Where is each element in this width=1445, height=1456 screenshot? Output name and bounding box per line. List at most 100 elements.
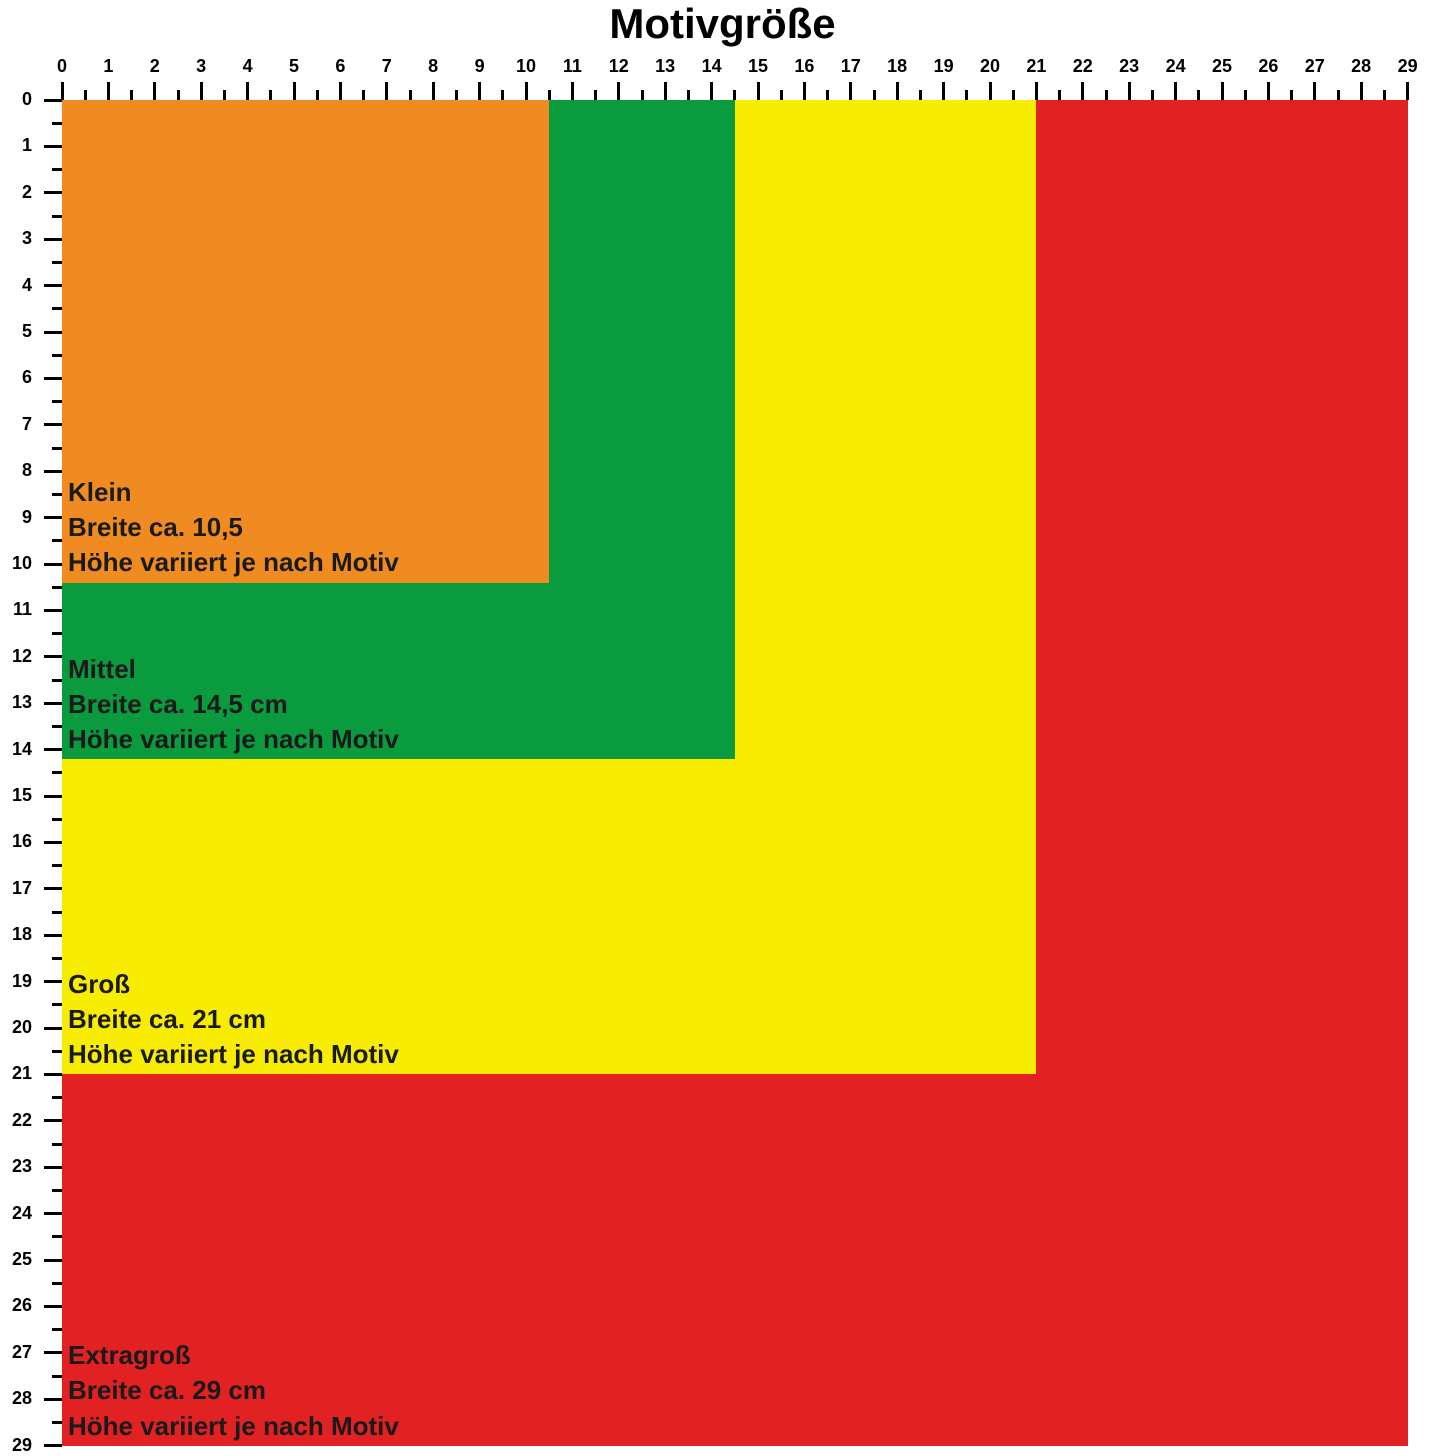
ruler-left-number: 21 (2, 1063, 32, 1084)
ruler-top-number: 10 (506, 56, 546, 77)
ruler-left-major-tick (44, 1073, 62, 1076)
ruler-left-number: 8 (2, 460, 32, 481)
ruler-left-minor-tick (52, 307, 62, 310)
ruler-top-number: 1 (88, 56, 128, 77)
ruler-top-major-tick (989, 82, 992, 100)
ruler-top-minor-tick (873, 90, 876, 100)
ruler-top-minor-tick (548, 90, 551, 100)
ruler-left-minor-tick (52, 771, 62, 774)
ruler-left-number: 5 (2, 321, 32, 342)
ruler-top-major-tick (61, 82, 64, 100)
ruler-left-major-tick (44, 99, 62, 102)
ruler-left-minor-tick (52, 168, 62, 171)
ruler-top-number: 18 (877, 56, 917, 77)
ruler-left-minor-tick (52, 1096, 62, 1099)
ruler-top-number: 14 (692, 56, 732, 77)
ruler-left-major-tick (44, 887, 62, 890)
ruler-left-major-tick (44, 795, 62, 798)
ruler-top-minor-tick (269, 90, 272, 100)
ruler-top-number: 22 (1063, 56, 1103, 77)
size-label-height: Höhe variiert je nach Motiv (68, 1409, 399, 1444)
ruler-left-number: 20 (2, 1017, 32, 1038)
ruler-left-minor-tick (52, 122, 62, 125)
ruler-left-major-tick (44, 841, 62, 844)
ruler-left-major-tick (44, 1259, 62, 1262)
ruler-left-minor-tick (52, 493, 62, 496)
ruler-top-number: 19 (924, 56, 964, 77)
ruler-left-minor-tick (52, 864, 62, 867)
ruler-top-number: 2 (135, 56, 175, 77)
ruler-left-number: 16 (2, 831, 32, 852)
ruler-top-minor-tick (501, 90, 504, 100)
ruler-left-number: 19 (2, 971, 32, 992)
size-label-name: Extragroß (68, 1338, 399, 1373)
ruler-top-number: 16 (784, 56, 824, 77)
ruler-top-major-tick (942, 82, 945, 100)
ruler-left-minor-tick (52, 1421, 62, 1424)
ruler-left-major-tick (44, 702, 62, 705)
ruler-top-minor-tick (826, 90, 829, 100)
ruler-top-major-tick (757, 82, 760, 100)
ruler-left-major-tick (44, 284, 62, 287)
ruler-top-major-tick (246, 82, 249, 100)
ruler-left-minor-tick (52, 400, 62, 403)
chart-area: ExtragroßBreite ca. 29 cm Höhe variiert j… (62, 100, 1422, 1430)
size-label-width: Breite ca. 21 cm (68, 1002, 399, 1037)
ruler-top-number: 29 (1388, 56, 1428, 77)
ruler-left-number: 0 (2, 89, 32, 110)
ruler-top-major-tick (107, 82, 110, 100)
ruler-left-minor-tick (52, 1189, 62, 1192)
ruler-top-major-tick (803, 82, 806, 100)
ruler-top-major-tick (1081, 82, 1084, 100)
ruler-left-major-tick (44, 980, 62, 983)
size-label-name: Klein (68, 475, 399, 510)
size-label-width: Breite ca. 29 cm (68, 1373, 399, 1408)
size-label-height: Höhe variiert je nach Motiv (68, 722, 399, 757)
ruler-top-minor-tick (455, 90, 458, 100)
ruler-left-number: 25 (2, 1249, 32, 1270)
size-label-gross: GroßBreite ca. 21 cmHöhe variiert je nac… (68, 967, 399, 1072)
ruler-top-minor-tick (1290, 90, 1293, 100)
ruler-top-number: 25 (1202, 56, 1242, 77)
ruler-top-minor-tick (409, 90, 412, 100)
ruler-top-major-tick (1267, 82, 1270, 100)
ruler-left-number: 14 (2, 739, 32, 760)
ruler-left-number: 29 (2, 1435, 32, 1456)
ruler-left-major-tick (44, 470, 62, 473)
ruler-top-minor-tick (594, 90, 597, 100)
ruler-left-major-tick (44, 934, 62, 937)
ruler-top-major-tick (153, 82, 156, 100)
ruler-top-major-tick (1360, 82, 1363, 100)
ruler-left-number: 9 (2, 507, 32, 528)
ruler-top-minor-tick (1337, 90, 1340, 100)
ruler-top-number: 4 (228, 56, 268, 77)
ruler-left-minor-tick (52, 957, 62, 960)
ruler-left-number: 3 (2, 228, 32, 249)
ruler-top-minor-tick (1197, 90, 1200, 100)
ruler-left-minor-tick (52, 1375, 62, 1378)
ruler-top-major-tick (1035, 82, 1038, 100)
ruler-top-number: 28 (1341, 56, 1381, 77)
ruler-top-number: 5 (274, 56, 314, 77)
ruler-top-major-tick (1313, 82, 1316, 100)
ruler-left-number: 12 (2, 646, 32, 667)
ruler-left-major-tick (44, 1212, 62, 1215)
ruler-left-major-tick (44, 1351, 62, 1354)
ruler-top-minor-tick (177, 90, 180, 100)
ruler-left-minor-tick (52, 818, 62, 821)
ruler-top-major-tick (478, 82, 481, 100)
ruler-top-major-tick (1128, 82, 1131, 100)
ruler-left-number: 13 (2, 692, 32, 713)
ruler-left-number: 22 (2, 1110, 32, 1131)
ruler-left-minor-tick (52, 1003, 62, 1006)
ruler-left-major-tick (44, 516, 62, 519)
diagram-title: Motivgröße (0, 0, 1445, 48)
ruler-left-major-tick (44, 423, 62, 426)
ruler-left-minor-tick (52, 354, 62, 357)
ruler-left-number: 4 (2, 275, 32, 296)
ruler-left-number: 6 (2, 367, 32, 388)
ruler-left-number: 15 (2, 785, 32, 806)
ruler-top-minor-tick (919, 90, 922, 100)
ruler-left-major-tick (44, 331, 62, 334)
ruler-top-major-tick (1406, 82, 1409, 100)
